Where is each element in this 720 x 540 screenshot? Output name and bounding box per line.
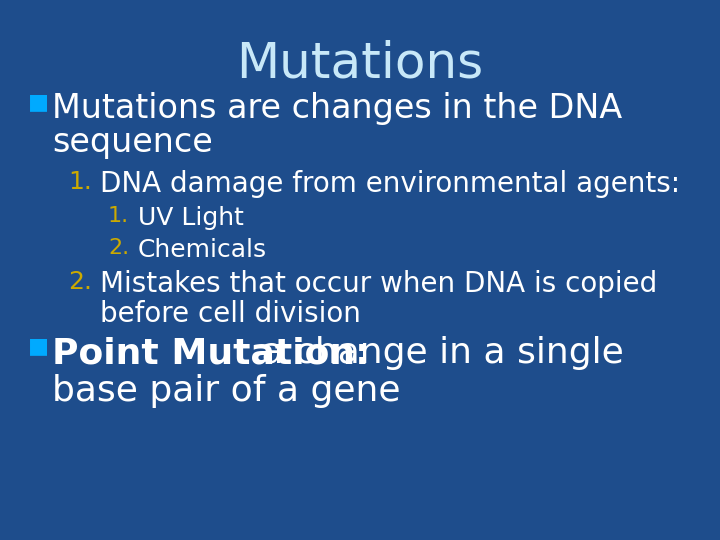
Text: 2.: 2. <box>68 270 92 294</box>
Text: Point Mutation:: Point Mutation: <box>52 336 369 370</box>
Text: Mistakes that occur when DNA is copied: Mistakes that occur when DNA is copied <box>100 270 657 298</box>
Text: DNA damage from environmental agents:: DNA damage from environmental agents: <box>100 170 680 198</box>
Text: 2.: 2. <box>108 238 129 258</box>
Text: UV Light: UV Light <box>138 206 244 230</box>
Text: sequence: sequence <box>52 126 212 159</box>
Text: 1.: 1. <box>68 170 92 194</box>
Text: a change in a single: a change in a single <box>250 336 624 370</box>
Text: Chemicals: Chemicals <box>138 238 267 262</box>
Text: ■: ■ <box>28 92 49 112</box>
Text: ■: ■ <box>28 336 49 356</box>
Text: Mutations: Mutations <box>236 40 484 88</box>
Text: Mutations are changes in the DNA: Mutations are changes in the DNA <box>52 92 622 125</box>
Text: 1.: 1. <box>108 206 129 226</box>
Text: base pair of a gene: base pair of a gene <box>52 374 400 408</box>
Text: before cell division: before cell division <box>100 300 361 328</box>
